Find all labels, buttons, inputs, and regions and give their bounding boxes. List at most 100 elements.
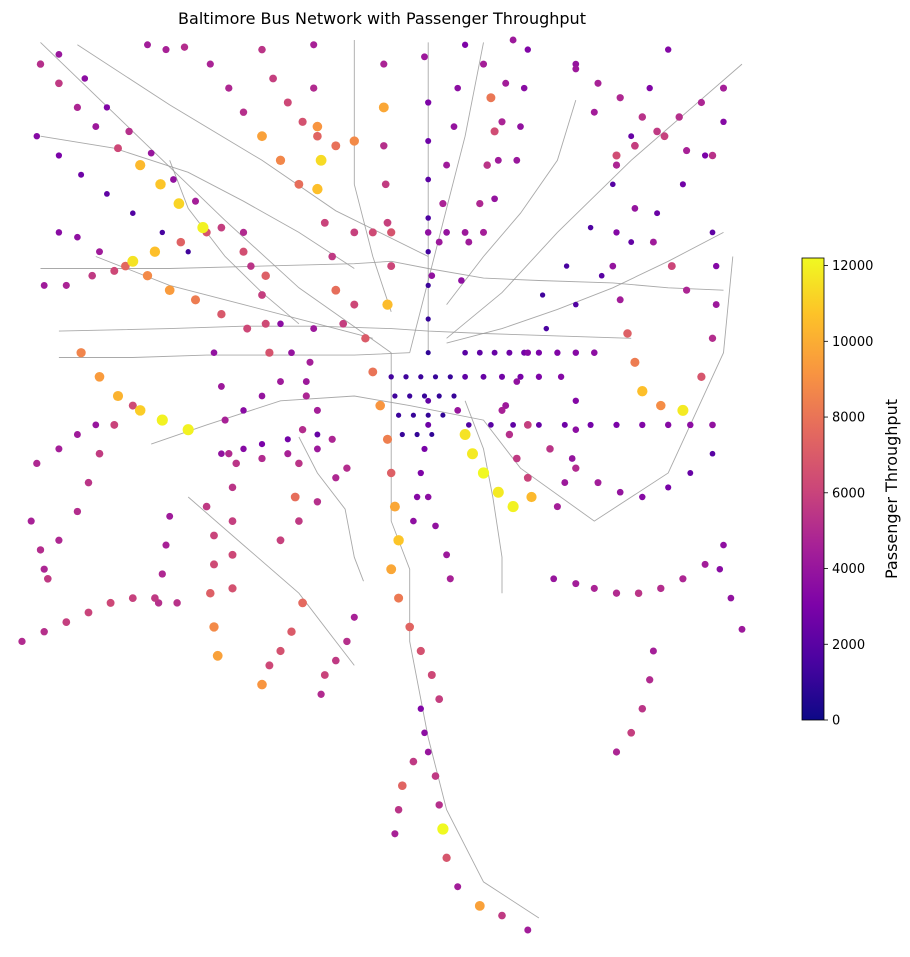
bus-stop-point bbox=[410, 412, 416, 418]
bus-stop-point bbox=[479, 228, 488, 236]
bus-stop-point bbox=[520, 84, 528, 92]
bus-stop-point bbox=[466, 422, 472, 428]
bus-stop-point bbox=[486, 93, 496, 103]
bus-stop-point bbox=[709, 450, 716, 457]
bus-stop-point bbox=[147, 149, 155, 157]
bus-stop-point bbox=[425, 350, 431, 356]
bus-stop-point bbox=[502, 79, 510, 87]
bus-stop-point bbox=[546, 445, 554, 453]
bus-stop-point bbox=[81, 75, 89, 82]
bus-stop-point bbox=[310, 41, 318, 49]
bus-stop-point bbox=[437, 823, 449, 835]
bus-stop-point bbox=[413, 493, 421, 501]
bus-stop-point bbox=[498, 118, 506, 126]
bus-stop-point bbox=[78, 171, 85, 178]
bus-stop-point bbox=[258, 392, 266, 400]
bus-stop-point bbox=[490, 127, 499, 136]
bus-stop-point bbox=[720, 541, 727, 549]
bus-stop-point bbox=[517, 123, 524, 130]
bus-stop-point bbox=[613, 421, 620, 429]
bus-stop-point bbox=[62, 281, 70, 289]
bus-stop-point bbox=[378, 102, 389, 113]
bus-stop-point bbox=[73, 431, 81, 438]
bus-stop-point bbox=[387, 262, 396, 271]
bus-stop-point bbox=[442, 853, 451, 862]
bus-stop-point bbox=[383, 218, 392, 227]
colorbar-gradient bbox=[801, 257, 825, 721]
bus-stop-point bbox=[627, 728, 636, 737]
bus-stop-point bbox=[320, 671, 329, 679]
bus-stop-point bbox=[428, 272, 436, 280]
bus-route-15 bbox=[446, 232, 724, 344]
bus-stop-point bbox=[572, 397, 579, 404]
bus-stop-point bbox=[258, 291, 266, 299]
bus-stop-point bbox=[261, 319, 270, 328]
bus-stop-point bbox=[687, 470, 694, 476]
bus-stop-point bbox=[424, 748, 432, 756]
bus-stop-point bbox=[418, 374, 424, 380]
bus-stop-point bbox=[425, 249, 431, 255]
bus-stop-point bbox=[451, 393, 457, 399]
bus-stop-point bbox=[55, 229, 63, 236]
bus-stop-point bbox=[543, 325, 550, 332]
bus-stop-point bbox=[683, 147, 691, 155]
bus-stop-point bbox=[572, 60, 580, 68]
bus-stop-point bbox=[512, 454, 521, 463]
bus-stop-point bbox=[563, 263, 570, 269]
bus-stop-point bbox=[502, 402, 510, 410]
bus-stop-point bbox=[524, 926, 532, 934]
bus-stop-point bbox=[76, 348, 86, 358]
bus-stop-point bbox=[505, 430, 514, 439]
bus-stop-point bbox=[149, 246, 161, 257]
bus-stop-point bbox=[18, 637, 26, 646]
bus-stop-point bbox=[498, 406, 506, 414]
bus-stop-point bbox=[407, 393, 413, 399]
bus-stop-point bbox=[55, 79, 63, 88]
bus-stop-point bbox=[388, 374, 394, 380]
bus-stop-point bbox=[228, 517, 237, 525]
bus-stop-point bbox=[447, 374, 453, 380]
bus-stop-point bbox=[190, 295, 201, 305]
bus-stop-point bbox=[612, 748, 621, 756]
bus-stop-point bbox=[206, 60, 214, 68]
bus-stop-point bbox=[114, 144, 122, 153]
bus-stop-point bbox=[33, 132, 41, 140]
bus-stop-point bbox=[142, 271, 153, 281]
bus-stop-point bbox=[462, 349, 468, 356]
bus-stop-point bbox=[151, 594, 159, 602]
colorbar-tick-label: 8000 bbox=[832, 411, 865, 426]
bus-stop-point bbox=[526, 491, 537, 503]
bus-stop-point bbox=[425, 138, 432, 144]
bus-stop-point bbox=[55, 536, 63, 544]
bus-stop-point bbox=[217, 382, 225, 390]
bus-stop-point bbox=[675, 113, 683, 121]
bus-stop-point bbox=[55, 445, 63, 453]
bus-stop-point bbox=[350, 300, 359, 309]
bus-stop-point bbox=[339, 319, 348, 328]
bus-stop-point bbox=[498, 373, 506, 380]
bus-stop-point bbox=[638, 704, 647, 713]
bus-stop-point bbox=[265, 348, 274, 357]
bus-stop-point bbox=[209, 622, 219, 632]
bus-stop-point bbox=[491, 349, 498, 356]
colorbar-tick-label: 12000 bbox=[832, 259, 873, 274]
bus-stop-point bbox=[697, 372, 706, 381]
bus-stop-point bbox=[679, 575, 687, 583]
bus-stop-point bbox=[121, 261, 130, 271]
bus-stop-point bbox=[539, 292, 546, 298]
bus-stop-point bbox=[587, 224, 594, 231]
bus-stop-point bbox=[461, 228, 469, 236]
stops-layer bbox=[18, 36, 746, 934]
bus-stop-point bbox=[719, 84, 728, 92]
bus-stop-point bbox=[587, 421, 594, 428]
bus-stop-point bbox=[609, 262, 617, 270]
bus-stop-point bbox=[561, 421, 568, 428]
bus-stop-point bbox=[425, 397, 432, 404]
bus-stop-point bbox=[206, 588, 215, 598]
bus-stop-point bbox=[176, 237, 186, 247]
bus-stop-point bbox=[302, 392, 310, 400]
bus-stop-point bbox=[421, 729, 428, 737]
bus-stop-point bbox=[182, 424, 194, 436]
bus-stop-point bbox=[104, 191, 110, 197]
bus-stop-point bbox=[572, 349, 580, 356]
